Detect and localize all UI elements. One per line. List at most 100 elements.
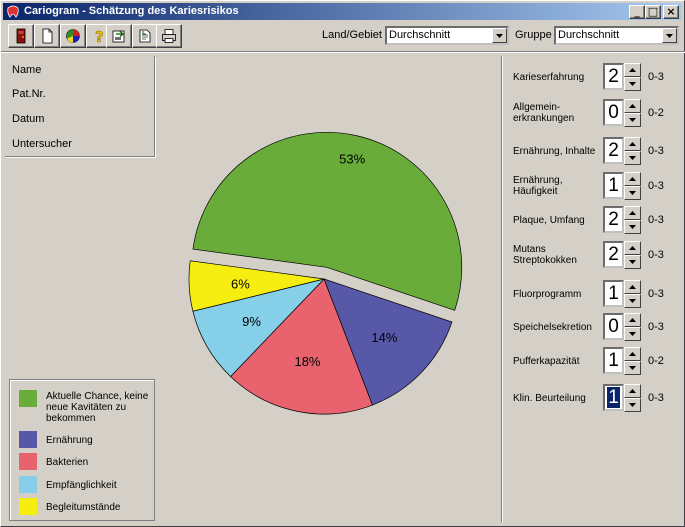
spin-up-button[interactable]: [624, 206, 641, 220]
spin-up-button[interactable]: [624, 99, 641, 113]
chevron-down-icon: [629, 225, 636, 229]
factor-label: Ernährung, Häufigkeit: [513, 175, 563, 197]
legend-swatch: [19, 431, 37, 448]
factor-label: Pufferkapazität: [513, 356, 580, 367]
spin-up-button[interactable]: [624, 313, 641, 327]
factor-value-input[interactable]: 2: [603, 63, 624, 90]
spin-up-button[interactable]: [624, 384, 641, 398]
print-button[interactable]: [156, 24, 182, 48]
factor-row: Karieserfahrung 2 0-3: [502, 63, 682, 93]
factor-value: 1: [608, 350, 619, 371]
spin-up-button[interactable]: [624, 63, 641, 77]
spin-down-button[interactable]: [624, 361, 641, 375]
factor-value-input[interactable]: 2: [603, 206, 624, 233]
chevron-down-icon: [629, 299, 636, 303]
pie-slice-label: 18%: [294, 354, 320, 369]
factor-value: 1: [608, 175, 619, 196]
factor-value-input[interactable]: 0: [603, 313, 624, 340]
close-button[interactable]: ×: [663, 5, 679, 19]
factor-spinner[interactable]: 1: [603, 172, 642, 200]
pie-slice: [192, 131, 463, 311]
factor-range: 0-3: [648, 288, 664, 300]
chevron-down-icon: [629, 82, 636, 86]
pie-slice-label: 9%: [242, 314, 261, 329]
chevron-up-icon: [629, 177, 636, 181]
spin-down-button[interactable]: [624, 77, 641, 91]
factor-spinner[interactable]: 2: [603, 137, 642, 165]
chevron-up-icon: [629, 142, 636, 146]
minimize-icon: _: [634, 5, 640, 18]
factor-value: 2: [608, 244, 619, 265]
legend-label: Bakterien: [46, 457, 89, 468]
spin-down-button[interactable]: [624, 220, 641, 234]
spin-down-button[interactable]: [624, 186, 641, 200]
country-dropdown-button[interactable]: [492, 28, 507, 43]
factor-row: Ernährung, Inhalte 2 0-3: [502, 137, 682, 167]
factor-value-input[interactable]: 1: [603, 280, 624, 307]
factor-value-input[interactable]: 1: [603, 384, 624, 411]
group-dropdown-button[interactable]: [662, 28, 677, 43]
group-select-value: Durchschnitt: [558, 29, 620, 41]
import-button[interactable]: [132, 24, 158, 48]
factor-value-input[interactable]: 0: [603, 99, 624, 126]
factor-row: Mutans Streptokokken 2 0-3: [502, 241, 682, 271]
new-button[interactable]: [34, 24, 60, 48]
chevron-up-icon: [629, 352, 636, 356]
factor-value: 2: [608, 209, 619, 230]
new-document-icon: [42, 28, 53, 44]
pie-chart-icon: [66, 29, 80, 43]
chevron-up-icon: [629, 104, 636, 108]
chevron-down-icon: [629, 156, 636, 160]
minimize-button[interactable]: _: [629, 5, 645, 19]
spin-up-button[interactable]: [624, 172, 641, 186]
spin-up-button[interactable]: [624, 241, 641, 255]
date-label: Datum: [12, 113, 45, 125]
spin-down-button[interactable]: [624, 398, 641, 412]
spin-up-button[interactable]: [624, 137, 641, 151]
factor-label: Plaque, Umfang: [513, 215, 585, 226]
factor-spinner[interactable]: 2: [603, 206, 642, 234]
chevron-down-icon: [629, 366, 636, 370]
spin-down-button[interactable]: [624, 151, 641, 165]
spin-down-button[interactable]: [624, 294, 641, 308]
chevron-up-icon: [629, 389, 636, 393]
title-bar[interactable]: Cariogram - Schätzung des Kariesrisikos …: [3, 3, 682, 20]
factor-spinner[interactable]: 2: [603, 63, 642, 91]
factor-value-input[interactable]: 1: [603, 347, 624, 374]
patient-name-label: Name: [12, 64, 42, 76]
factor-spinner[interactable]: 0: [603, 99, 642, 127]
factor-spinner[interactable]: 1: [603, 280, 642, 308]
factor-spinner[interactable]: 2: [603, 241, 642, 269]
spin-down-button[interactable]: [624, 113, 641, 127]
group-select[interactable]: Durchschnitt: [554, 26, 679, 45]
chevron-down-icon: [496, 34, 503, 38]
factor-range: 0-3: [648, 71, 664, 83]
spin-down-button[interactable]: [624, 255, 641, 269]
factor-label: Allgemein-erkrankungen: [513, 102, 575, 124]
spin-down-button[interactable]: [624, 327, 641, 341]
pie-slice-label: 6%: [231, 276, 250, 291]
chevron-up-icon: [629, 318, 636, 322]
exit-button[interactable]: [8, 24, 34, 48]
maximize-button[interactable]: □: [645, 5, 661, 19]
spin-up-button[interactable]: [624, 347, 641, 361]
country-select[interactable]: Durchschnitt: [385, 26, 509, 45]
factor-range: 0-3: [648, 392, 664, 404]
factor-spinner[interactable]: 0: [603, 313, 642, 341]
factor-value-input[interactable]: 2: [603, 241, 624, 268]
factor-spinner[interactable]: 1: [603, 347, 642, 375]
factor-range: 0-3: [648, 321, 664, 333]
factor-value: 2: [608, 66, 619, 87]
factor-row: Allgemein-erkrankungen 0 0-2: [502, 99, 682, 129]
spin-up-button[interactable]: [624, 280, 641, 294]
factor-value-input[interactable]: 1: [603, 172, 624, 199]
factor-value-input[interactable]: 2: [603, 137, 624, 164]
chevron-down-icon: [629, 118, 636, 122]
help-button[interactable]: ?: [86, 24, 112, 48]
export-button[interactable]: [106, 24, 132, 48]
country-select-value: Durchschnitt: [389, 29, 451, 41]
chart-button[interactable]: [60, 24, 86, 48]
chevron-down-icon: [666, 34, 673, 38]
factor-spinner[interactable]: 1: [603, 384, 642, 412]
